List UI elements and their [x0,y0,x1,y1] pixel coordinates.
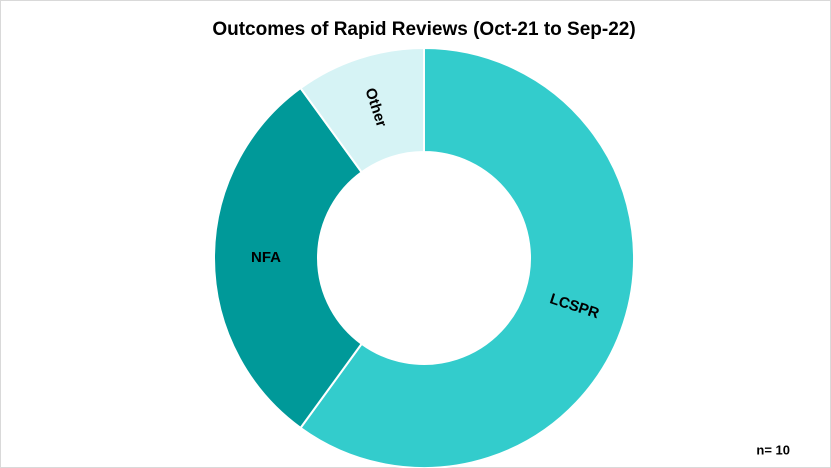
chart-title: Outcomes of Rapid Reviews (Oct-21 to Sep… [212,19,635,40]
donut-slice [299,46,635,468]
donut-slice [299,46,425,174]
annotation: n= 10 [756,442,790,457]
slice-label: NFA [251,249,281,266]
donut-slice [213,86,364,430]
